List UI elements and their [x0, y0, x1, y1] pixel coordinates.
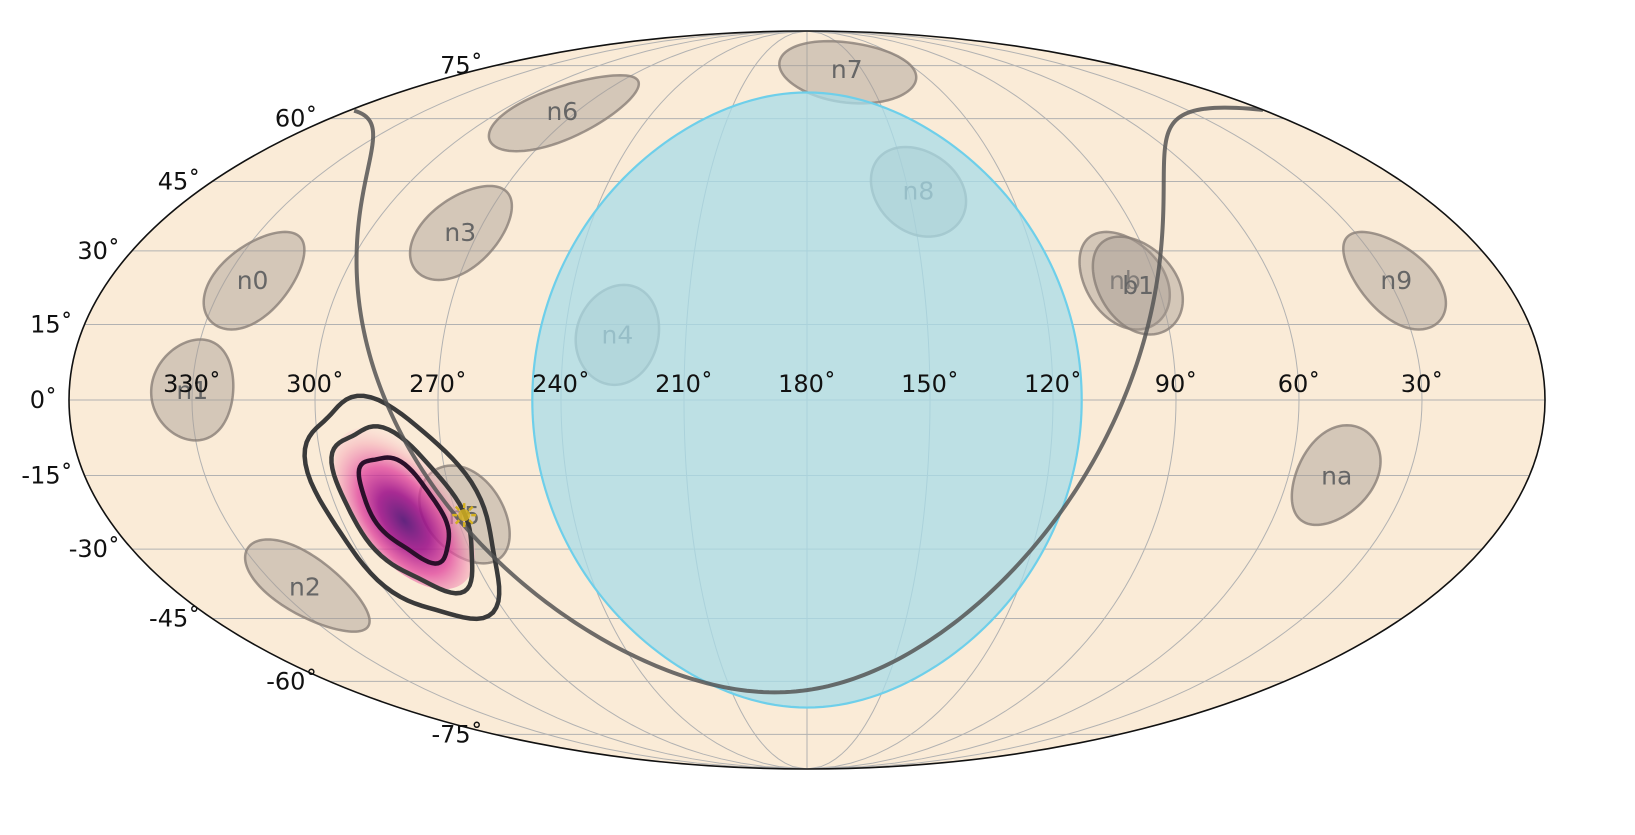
detector-circle [1290, 424, 1382, 527]
ra-tick-label: 240˚ [532, 370, 590, 398]
meridian-line [806, 31, 1300, 769]
meridian-line [806, 31, 1177, 769]
axis-tick-labels: 330˚ 300˚ 270˚ 240˚ 210˚ 180˚ 150˚ 120˚ 90˚ 60˚ 30… [21, 52, 1443, 749]
detector-circle [149, 338, 235, 442]
detector-label: nb [1109, 266, 1141, 295]
ra-tick-label: 150˚ [901, 370, 959, 398]
detector-n6: n6 [487, 73, 641, 153]
detector-label: n6 [546, 97, 578, 126]
ra-tick-label: 120˚ [1024, 370, 1082, 398]
detector-label: na [1321, 462, 1352, 491]
sun-ray [468, 519, 474, 525]
dec-tick-label: -45˚ [149, 604, 200, 632]
ra-tick-label: 330˚ [163, 370, 221, 398]
ra-tick-label: 300˚ [286, 370, 344, 398]
detector-circle [408, 184, 514, 282]
detector-n2: n2 [243, 538, 371, 633]
dec-tick-label: 75˚ [440, 52, 483, 80]
detector-n9: n9 [1342, 230, 1448, 331]
detector-circle [487, 73, 641, 153]
detector-na: na [1290, 424, 1382, 527]
detector-label: n0 [237, 266, 269, 295]
detector-circle [1078, 230, 1172, 331]
detector-label: b1 [1122, 271, 1154, 300]
meridian-line [191, 31, 808, 769]
sun-ray [454, 519, 461, 525]
probability-heatmap [334, 427, 476, 590]
detector-n1: n1 [149, 338, 235, 442]
dec-tick-label: 60˚ [275, 105, 318, 133]
sky-border [68, 30, 1546, 770]
dec-tick-label: 30˚ [77, 237, 120, 265]
ra-tick-label: 60˚ [1278, 370, 1321, 398]
detector-n3: n3 [408, 184, 514, 282]
dec-tick-label: -75˚ [432, 720, 483, 748]
detector-circle [243, 538, 371, 633]
dec-tick-label: -30˚ [69, 535, 120, 563]
sun-ray [454, 505, 461, 512]
detector-circle [1342, 230, 1448, 331]
meridian-line [314, 31, 808, 769]
localization-region [302, 393, 502, 622]
contour-2-sigma [329, 424, 475, 596]
meridian-line [806, 31, 1423, 769]
detector-label: n7 [831, 55, 863, 84]
ra-tick-label: 210˚ [655, 370, 713, 398]
ra-tick-label: 90˚ [1155, 370, 1198, 398]
ra-tick-label: 180˚ [778, 370, 836, 398]
sun-disc [458, 509, 471, 522]
ra-tick-label: 30˚ [1401, 370, 1444, 398]
detector-label: n2 [289, 573, 321, 602]
contour-3-sigma [302, 393, 502, 622]
detector-label: n1 [176, 376, 208, 405]
detector-n0: n0 [202, 230, 306, 331]
meridian-line [437, 31, 808, 769]
galactic-plane-line [353, 105, 1264, 695]
detector-nb: nb [1078, 230, 1172, 331]
contour-1-sigma [356, 455, 452, 566]
ra-tick-label: 270˚ [409, 370, 467, 398]
dec-tick-label: 45˚ [158, 168, 201, 196]
sun-ray [468, 505, 474, 512]
detector-label: n9 [1380, 266, 1412, 295]
earth-occultation-region [531, 91, 1083, 709]
dec-tick-label: -60˚ [266, 667, 317, 695]
detector-label: n3 [444, 218, 476, 247]
detector-circle [202, 230, 306, 331]
sun-marker [452, 503, 477, 528]
dec-tick-label: 0˚ [30, 386, 57, 414]
dec-tick-label: 15˚ [30, 310, 73, 338]
dec-tick-label: -15˚ [21, 462, 72, 490]
detector-n7: n7 [778, 39, 918, 105]
